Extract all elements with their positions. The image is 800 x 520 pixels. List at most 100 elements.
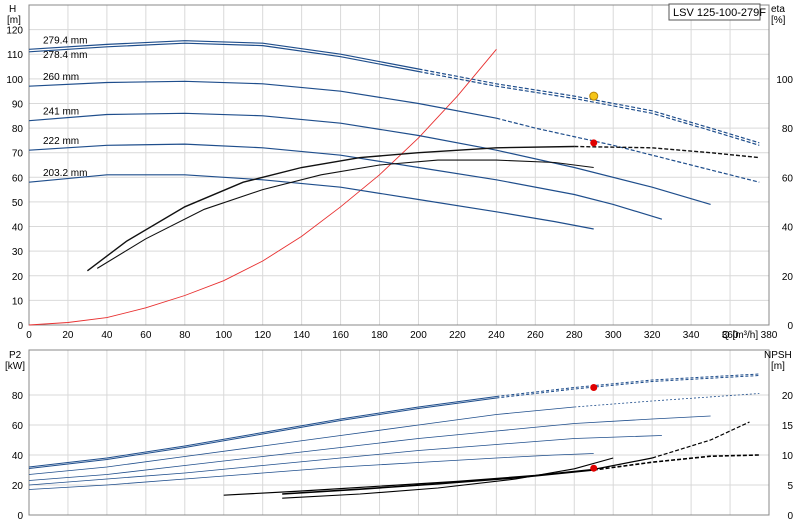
head-curve-extension [496, 117, 760, 183]
x-tick-label: 60 [140, 330, 152, 341]
efficiency-tick-label: 100 [776, 75, 793, 86]
head-curve [28, 40, 419, 70]
x-tick-label: 320 [644, 330, 661, 341]
head-axis-label: H [9, 4, 16, 15]
model-label: LSV 125-100-279F [673, 7, 766, 19]
impeller-label: 260 mm [43, 72, 79, 83]
x-tick-label: 160 [332, 330, 349, 341]
x-tick-label: 200 [410, 330, 427, 341]
x-tick-label: 380 [761, 330, 778, 341]
head-curve [28, 112, 711, 205]
head-efficiency-curves [28, 40, 760, 326]
x-tick-label: 120 [254, 330, 271, 341]
npsh-tick-label: 0 [787, 511, 793, 520]
power-curve-extension [496, 373, 760, 397]
efficiency-tick-label: 80 [782, 124, 794, 135]
efficiency-tick-label: 0 [787, 321, 793, 332]
head-efficiency-plot-frame [28, 4, 770, 326]
x-tick-label: 0 [26, 330, 32, 341]
x-tick-label: 340 [683, 330, 700, 341]
power-tick-label: 20 [12, 481, 24, 492]
x-tick-label: 280 [566, 330, 583, 341]
head-tick-label: 30 [12, 247, 24, 258]
efficiency-tick-label: 20 [782, 272, 794, 283]
power-curve [28, 396, 497, 468]
efficiency-tick-label: 60 [782, 173, 794, 184]
head-tick-label: 100 [6, 75, 23, 86]
flow-axis-label: Q [m³/h] [722, 330, 758, 341]
impeller-label: 279.4 mm [43, 35, 87, 46]
head-curve [28, 80, 497, 119]
system-curve [28, 49, 497, 326]
npsh-tick-label: 10 [782, 451, 794, 462]
npsh-axis-label: NPSH [764, 350, 792, 361]
head-curve [28, 143, 663, 220]
x-tick-label: 180 [371, 330, 388, 341]
head-tick-label: 80 [12, 124, 24, 135]
head-curve [28, 174, 594, 230]
duty-point-power-marker [590, 384, 598, 391]
head-tick-label: 10 [12, 296, 24, 307]
npsh-tick-label: 15 [782, 421, 794, 432]
x-tick-label: 100 [215, 330, 232, 341]
x-tick-label: 140 [293, 330, 310, 341]
npsh-curve [282, 457, 614, 499]
head-tick-label: 70 [12, 149, 24, 160]
head-tick-label: 60 [12, 173, 24, 184]
power-curve [28, 406, 575, 475]
x-tick-label: 300 [605, 330, 622, 341]
head-x-tick-labels: 0 20 40 60 80 100 120 140 160 180 200 220 240 260 280 3… [26, 330, 778, 341]
power-tick-label: 40 [12, 451, 24, 462]
npsh-axis-unit: [m] [771, 361, 785, 372]
npsh-y-tick-labels: 0 5 10 15 20 [782, 391, 794, 520]
duty-point-head-marker [589, 91, 599, 101]
power-curve [28, 397, 497, 469]
head-axis-unit: [m] [7, 15, 21, 26]
duty-point-npsh-marker [590, 464, 598, 472]
head-curve-extension [418, 68, 760, 144]
efficiency-curve [96, 159, 594, 269]
x-tick-label: 220 [449, 330, 466, 341]
power-npsh-curves [28, 373, 760, 499]
x-tick-label: 360 [722, 330, 739, 341]
power-axis-unit: [kW] [5, 361, 25, 372]
duty-point-efficiency-marker [590, 139, 598, 147]
efficiency-axis-unit: [%] [771, 15, 786, 26]
head-curve [28, 42, 419, 73]
x-tick-label: 260 [527, 330, 544, 341]
npsh-curve-extension [652, 421, 750, 459]
head-tick-label: 110 [7, 50, 23, 61]
power-curve-extension [574, 393, 760, 408]
npsh-tick-label: 20 [782, 391, 794, 402]
x-tick-label: 240 [488, 330, 505, 341]
power-npsh-plot-frame [28, 349, 770, 516]
efficiency-curve-extension [574, 145, 760, 159]
head-tick-label: 40 [12, 223, 24, 234]
efficiency-tick-label: 40 [782, 223, 794, 234]
impeller-label: 278.4 mm [43, 50, 87, 61]
x-tick-label: 20 [62, 330, 74, 341]
power-curve [28, 435, 662, 486]
x-tick-label: 40 [101, 330, 113, 341]
efficiency-y-tick-labels: 0 20 40 60 80 100 [776, 75, 793, 332]
power-curve-extension [496, 375, 760, 399]
head-y-tick-labels: 0 10 20 30 40 50 60 70 80 90 100 110 120 [6, 26, 23, 332]
power-curve [28, 415, 711, 481]
x-tick-label: 80 [179, 330, 191, 341]
impeller-label: 241 mm [43, 107, 79, 118]
head-tick-label: 50 [12, 198, 24, 209]
impeller-diameter-labels: 279.4 mm 278.4 mm 260 mm 241 mm 222 mm 203.2 … [43, 35, 87, 179]
power-tick-label: 80 [12, 391, 24, 402]
head-tick-label: 20 [12, 272, 24, 283]
model-label-box [668, 3, 761, 21]
efficiency-curve [86, 145, 575, 272]
head-efficiency-grid [28, 5, 770, 326]
power-y-tick-labels: 0 20 40 60 80 [12, 391, 24, 520]
head-tick-label: 120 [6, 26, 23, 37]
power-axis-label: P2 [9, 350, 22, 361]
power-tick-label: 60 [12, 421, 24, 432]
power-curve [28, 453, 594, 490]
efficiency-axis-label: eta [771, 4, 785, 15]
head-curve-extension [418, 70, 760, 146]
